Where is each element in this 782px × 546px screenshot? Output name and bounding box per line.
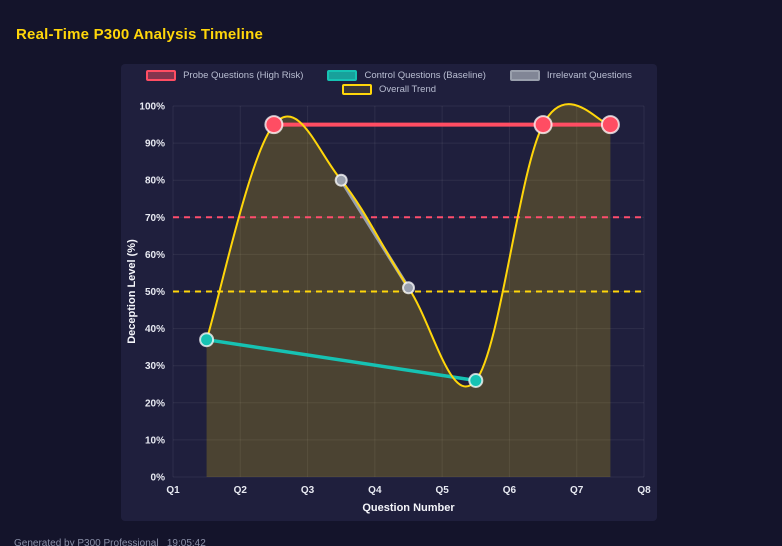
legend-swatch [509, 70, 540, 81]
x-tick-label: Q1 [166, 485, 180, 496]
chart-panel: Probe Questions (High Risk) Control Quest… [121, 64, 657, 521]
legend-row-2: Overall Trend [341, 84, 437, 95]
x-tick-label: Q6 [503, 485, 517, 496]
y-tick-label: 0% [151, 473, 166, 484]
y-tick-label: 10% [145, 435, 165, 446]
data-point[interactable] [334, 173, 348, 187]
y-tick-label: 80% [145, 176, 165, 187]
chart-svg: 0% 10% 20% 30% 40% 50% 60% 70% 80% 90% 100% Q1 Q2 Q3 Q… [126, 102, 651, 515]
data-point[interactable] [600, 115, 620, 135]
y-tick-label: 50% [145, 287, 165, 298]
x-tick-label: Q3 [301, 485, 315, 496]
y-tick-label: 40% [145, 324, 165, 335]
legend-label: Control Questions (Baseline) [364, 70, 486, 81]
legend-swatch [341, 84, 372, 95]
x-tick-label: Q4 [368, 485, 382, 496]
x-tick-label: Q2 [234, 485, 248, 496]
data-point[interactable] [468, 373, 484, 388]
y-tick-label: 90% [145, 139, 165, 150]
x-tick-label: Q5 [435, 485, 449, 496]
legend-item[interactable]: Control Questions (Baseline) [327, 70, 486, 81]
y-tick-label: 20% [145, 398, 165, 409]
legend-swatch [327, 70, 358, 81]
y-axis-title: Deception Level (%) [126, 239, 138, 344]
y-tick-label: 60% [145, 250, 165, 261]
legend-label: Overall Trend [378, 84, 437, 95]
data-point[interactable] [533, 115, 553, 135]
legend-swatch [146, 70, 177, 81]
data-point[interactable] [199, 332, 215, 348]
legend-item[interactable]: Overall Trend [341, 84, 437, 95]
legend-item[interactable]: Irrelevant Questions [509, 70, 632, 81]
y-tick-label: 100% [139, 102, 165, 113]
page-title: Real-Time P300 Analysis Timeline [16, 26, 264, 43]
x-axis-title: Question Number [362, 502, 455, 514]
legend-row-1: Probe Questions (High Risk) Control Quest… [146, 70, 632, 81]
footer-note: Generated by P300 Professional 19:05:42 [14, 538, 206, 546]
x-tick-label: Q8 [637, 485, 651, 496]
legend-label: Probe Questions (High Risk) [183, 70, 304, 81]
series-line [204, 337, 478, 383]
x-tick-label: Q7 [570, 485, 584, 496]
data-point[interactable] [402, 281, 415, 295]
legend-label: Irrelevant Questions [546, 70, 632, 81]
data-point[interactable] [264, 115, 284, 135]
legend-item[interactable]: Probe Questions (High Risk) [146, 70, 303, 81]
y-tick-label: 30% [145, 361, 165, 372]
chart-legend: Probe Questions (High Risk) Control Quest… [121, 70, 657, 95]
y-tick-label: 70% [145, 213, 165, 224]
